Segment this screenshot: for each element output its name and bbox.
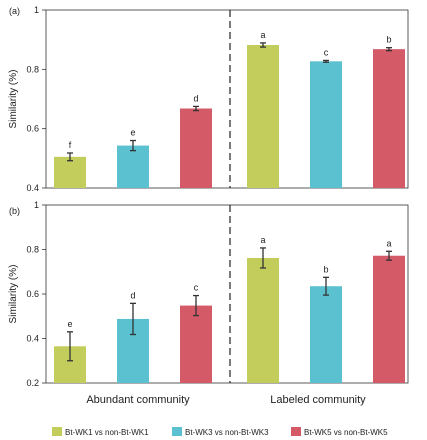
y-axis-label: Similarity (%) xyxy=(8,265,19,324)
legend: Bt-WK1 vs non-Bt-WK1 Bt-WK3 vs non-Bt-WK3… xyxy=(52,427,388,437)
significance-letter: a xyxy=(260,30,265,40)
bar xyxy=(117,145,149,188)
y-tick-label: 0.6 xyxy=(26,124,39,134)
x-group-label-abundant: Abundant community xyxy=(86,394,190,406)
bar xyxy=(373,49,405,188)
panel-label: (b) xyxy=(9,206,20,216)
bar xyxy=(373,255,405,383)
legend-label: Bt-WK3 vs non-Bt-WK3 xyxy=(185,428,269,437)
significance-letter: a xyxy=(260,235,265,245)
bar xyxy=(310,61,342,188)
legend-label: Bt-WK1 vs non-Bt-WK1 xyxy=(65,428,149,437)
x-group-labels: Abundant community Labeled community xyxy=(86,394,366,406)
legend-swatch xyxy=(52,427,62,436)
legend-swatch xyxy=(291,427,301,436)
bar xyxy=(180,108,212,188)
significance-letter: e xyxy=(67,319,72,329)
legend-swatch xyxy=(172,427,182,436)
significance-letter: c xyxy=(324,47,329,57)
significance-letter: f xyxy=(69,140,72,150)
panel-a: (a) 0.4 0.6 0.8 1 Similarity (%) f a e c d b xyxy=(8,5,409,193)
bar xyxy=(54,156,86,188)
y-tick-label: 0.8 xyxy=(26,64,39,74)
legend-label: Bt-WK5 vs non-Bt-WK5 xyxy=(304,428,388,437)
y-tick-label: 1 xyxy=(34,200,39,210)
panel-b: (b) 0.2 0.4 0.6 0.8 1 Similarity (%) e a d b c a xyxy=(8,200,409,388)
x-group-label-labeled: Labeled community xyxy=(270,394,366,406)
significance-letter: a xyxy=(386,238,391,248)
significance-letter: c xyxy=(194,283,199,293)
plot-frame xyxy=(45,9,409,189)
y-tick-label: 1 xyxy=(34,5,39,15)
significance-letter: b xyxy=(386,35,391,45)
significance-letter: d xyxy=(130,290,135,300)
y-axis-label: Similarity (%) xyxy=(8,70,19,129)
panel-label: (a) xyxy=(9,6,20,16)
significance-letter: d xyxy=(193,93,198,103)
bar xyxy=(310,286,342,383)
y-tick-label: 0.4 xyxy=(26,334,39,344)
bar xyxy=(180,305,212,383)
plot-frame xyxy=(45,204,409,384)
significance-letter: b xyxy=(323,264,328,274)
significance-letter: e xyxy=(130,128,135,138)
bar xyxy=(247,45,279,188)
y-tick-label: 0.4 xyxy=(26,183,39,193)
y-tick-label: 0.8 xyxy=(26,245,39,255)
y-tick-label: 0.6 xyxy=(26,289,39,299)
y-tick-label: 0.2 xyxy=(26,378,39,388)
bar xyxy=(247,257,279,383)
